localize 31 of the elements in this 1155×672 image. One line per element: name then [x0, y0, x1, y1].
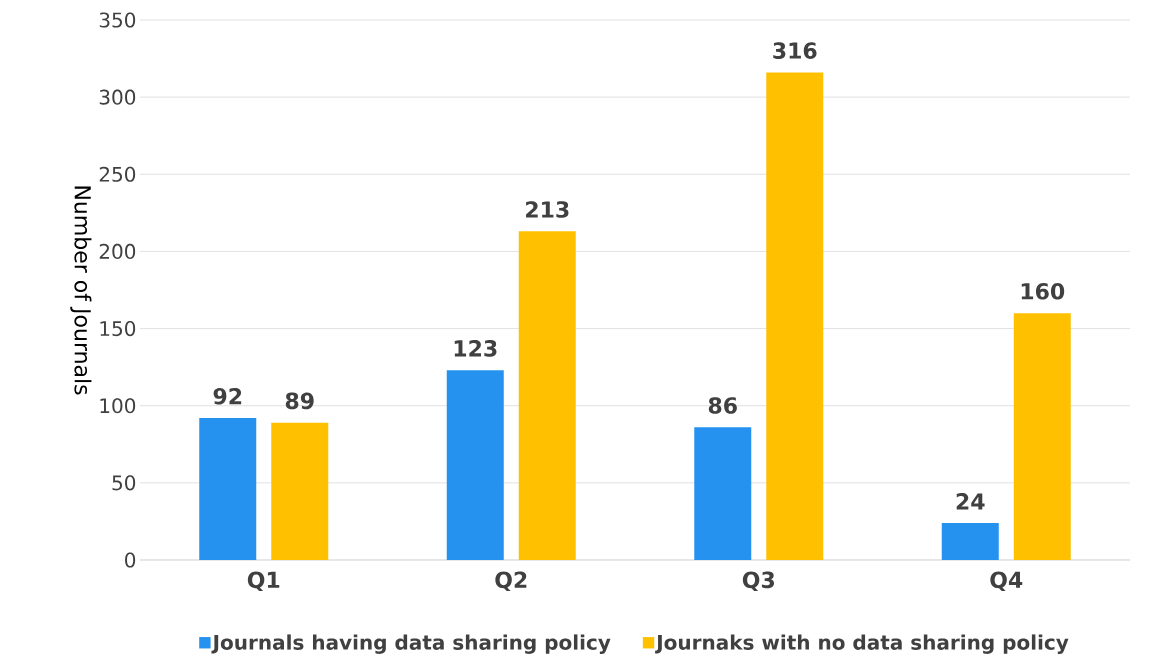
bar [446, 370, 504, 560]
bar [1013, 313, 1071, 560]
bar [199, 418, 257, 560]
y-tick-label: 300 [99, 89, 136, 105]
data-label: 24 [956, 493, 985, 510]
bar [941, 522, 999, 560]
y-axis-title: Number of Journals [70, 186, 92, 395]
x-tick-label: Q1 [247, 571, 280, 592]
bar [518, 231, 576, 560]
bar [271, 422, 329, 560]
x-tick-label: Q4 [990, 571, 1023, 592]
legend-label: Journals having data sharing policy [211, 634, 611, 654]
y-tick-label: 250 [99, 166, 136, 182]
bar [694, 427, 752, 560]
y-tick-label: 100 [100, 398, 136, 414]
data-label: 86 [708, 397, 737, 414]
legend-label: Journaks with no data sharing policy [655, 634, 1069, 654]
data-label: 92 [213, 387, 242, 405]
y-tick-label: 50 [112, 475, 136, 491]
bar [766, 72, 824, 560]
data-label: 160 [1021, 282, 1065, 300]
data-label: 123 [454, 340, 497, 357]
x-tick-label: Q2 [495, 571, 527, 592]
data-label: 213 [526, 201, 569, 218]
y-tick-label: 350 [99, 12, 136, 28]
data-label: 89 [285, 392, 314, 410]
y-tick-label: 0 [125, 552, 136, 568]
x-tick-label: Q3 [742, 571, 775, 592]
data-label: 316 [773, 42, 817, 59]
y-tick-label: 150 [100, 321, 136, 337]
y-tick-label: 200 [99, 243, 136, 259]
